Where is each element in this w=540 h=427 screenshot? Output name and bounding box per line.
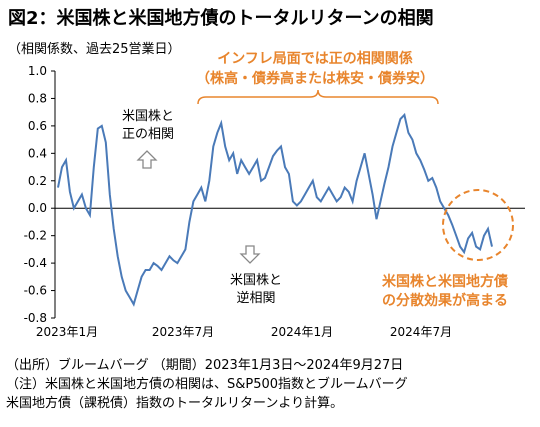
y-tick-label: -0.8 — [24, 311, 47, 325]
positive-bracket — [197, 89, 439, 105]
x-tick-label: 2023年7月 — [152, 325, 214, 339]
series-line-correlation — [57, 112, 493, 307]
y-tick-label: -0.6 — [24, 284, 47, 298]
chart-subtitle: （相関係数、過去25営業日） — [8, 42, 181, 57]
note-footnote-1: （注）米国株と米国地方債の相関は、S&P500指数とブルームバーグ — [6, 377, 408, 392]
note-footnote-2: 米国地方債（課税債）指数のトータルリターンより計算。 — [6, 396, 344, 411]
y-tick-label: 1.0 — [28, 64, 47, 78]
y-tick-label: -0.2 — [24, 229, 47, 243]
chart-ticks: 1.0 0.8 0.6 0.4 0.2 0.0 -0.2 -0.4 -0.6 -0.82023年1… — [24, 64, 453, 339]
neg-corr-line2: 逆相関 — [236, 291, 276, 306]
x-tick-label: 2024年1月 — [271, 325, 333, 339]
chart-axes — [54, 71, 525, 318]
neg-corr-line1: 米国株と — [229, 273, 282, 288]
diversification-line2: の分散効果が高まる — [382, 293, 508, 309]
y-tick-label: -0.4 — [24, 256, 47, 270]
x-tick-label: 2023年1月 — [36, 325, 98, 339]
diversification-circle — [442, 189, 514, 261]
diversification-line1: 米国株と米国地方債 — [382, 274, 508, 290]
positive-correlation-label: インフレ局面では正の相関関係 — [217, 51, 413, 67]
positive-correlation-example: （株高・債券高または株安・債券安） — [196, 71, 434, 87]
pos-corr-line1: 米国株と — [121, 109, 174, 124]
y-tick-label: 0.0 — [28, 201, 47, 215]
y-tick-label: 0.4 — [28, 146, 47, 160]
down-arrow-icon — [239, 245, 261, 264]
y-tick-label: 0.2 — [28, 174, 47, 188]
x-tick-label: 2024年7月 — [390, 325, 452, 339]
source-footnote: （出所）ブルームバーグ （期間）2023年1月3日～2024年9月27日 — [6, 358, 404, 373]
up-arrow-icon — [136, 150, 158, 169]
y-tick-label: 0.6 — [28, 119, 47, 133]
pos-corr-line2: 正の相関 — [121, 127, 174, 142]
y-tick-label: 0.8 — [28, 91, 47, 105]
chart-title: 図2：米国株と米国地方債のトータルリターンの相関 — [8, 8, 434, 29]
